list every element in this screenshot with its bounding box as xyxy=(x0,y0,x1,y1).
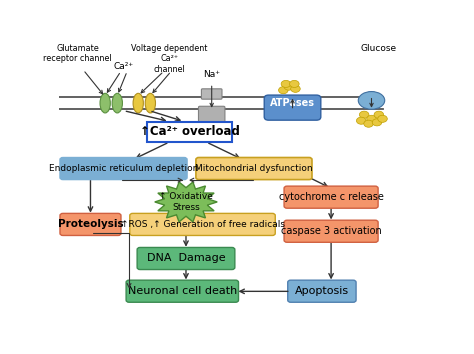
FancyBboxPatch shape xyxy=(199,106,225,124)
FancyBboxPatch shape xyxy=(60,158,187,179)
Text: DNA  Damage: DNA Damage xyxy=(146,253,225,263)
Text: Apoptosis: Apoptosis xyxy=(295,286,349,296)
FancyBboxPatch shape xyxy=(130,213,275,235)
Circle shape xyxy=(367,115,376,122)
FancyBboxPatch shape xyxy=(288,280,356,302)
Text: Glutamate
receptor channel: Glutamate receptor channel xyxy=(43,44,112,63)
Text: Neuronal cell death: Neuronal cell death xyxy=(128,286,237,296)
Circle shape xyxy=(364,120,374,127)
Text: Mitochondrial dysfunction: Mitochondrial dysfunction xyxy=(195,164,313,173)
Polygon shape xyxy=(155,182,217,222)
FancyBboxPatch shape xyxy=(201,89,222,99)
Text: Ca²⁺: Ca²⁺ xyxy=(113,62,134,70)
FancyBboxPatch shape xyxy=(126,280,238,302)
Text: Proteolysis: Proteolysis xyxy=(58,219,123,229)
Circle shape xyxy=(291,85,300,92)
Circle shape xyxy=(290,80,299,87)
Text: Voltage dependent
Ca²⁺
channel: Voltage dependent Ca²⁺ channel xyxy=(131,44,208,74)
FancyBboxPatch shape xyxy=(284,186,378,208)
Ellipse shape xyxy=(112,93,122,113)
Circle shape xyxy=(281,80,291,87)
Text: Na⁺: Na⁺ xyxy=(203,70,220,79)
Ellipse shape xyxy=(133,93,143,113)
Circle shape xyxy=(374,111,383,118)
Text: ↑Ca²⁺ overload: ↑Ca²⁺ overload xyxy=(140,125,239,138)
Ellipse shape xyxy=(100,93,110,113)
Circle shape xyxy=(279,87,288,94)
Text: ↑ROS ,↑ Generation of free radicals: ↑ROS ,↑ Generation of free radicals xyxy=(120,220,284,229)
Text: caspase 3 activation: caspase 3 activation xyxy=(281,226,382,236)
FancyBboxPatch shape xyxy=(284,220,378,242)
Circle shape xyxy=(356,117,366,124)
Circle shape xyxy=(378,115,387,122)
FancyBboxPatch shape xyxy=(147,121,232,142)
Text: cytochrome c release: cytochrome c release xyxy=(279,192,383,202)
FancyBboxPatch shape xyxy=(137,247,235,269)
Circle shape xyxy=(359,111,369,118)
Text: Endoplasmic reticulum depletion: Endoplasmic reticulum depletion xyxy=(49,164,198,173)
Text: ↑ Oxidative
Stress: ↑ Oxidative Stress xyxy=(159,192,213,212)
Ellipse shape xyxy=(145,93,155,113)
Text: Glucose: Glucose xyxy=(361,44,397,53)
Circle shape xyxy=(372,119,382,126)
FancyBboxPatch shape xyxy=(264,95,321,120)
Text: ATPases: ATPases xyxy=(270,98,315,108)
Circle shape xyxy=(284,83,293,90)
Ellipse shape xyxy=(358,92,385,109)
FancyBboxPatch shape xyxy=(196,158,312,179)
FancyBboxPatch shape xyxy=(60,213,121,235)
